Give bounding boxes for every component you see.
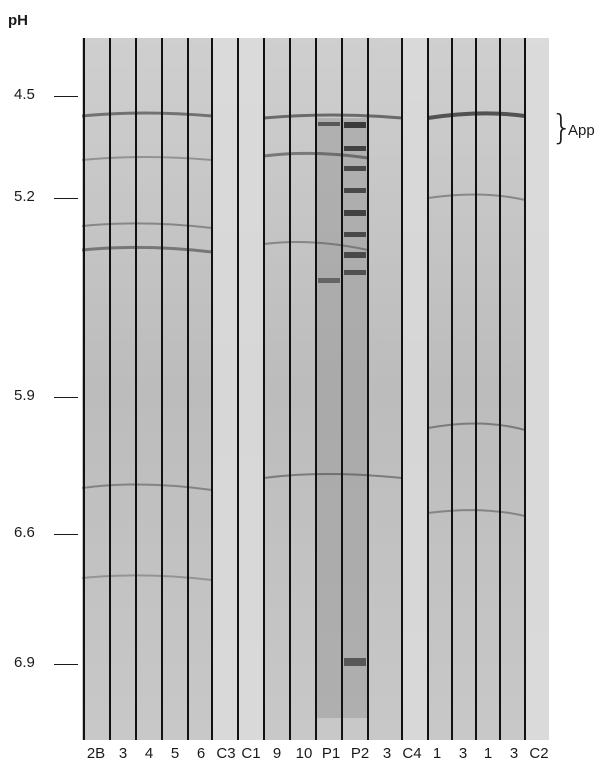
lane-label: 1 — [483, 745, 493, 762]
ph-tick-mark — [54, 397, 78, 398]
control-lane-c4 — [402, 38, 428, 740]
ph-tick-mark — [54, 198, 78, 199]
lane-label: C3 — [216, 745, 236, 762]
lane-label: 10 — [295, 745, 313, 762]
lane-label: C4 — [402, 745, 422, 762]
lane-label: 1 — [432, 745, 442, 762]
band — [263, 473, 403, 479]
lane-label: 2B — [86, 745, 106, 762]
band — [263, 113, 403, 120]
ph-axis-title: pH — [8, 12, 28, 29]
band-group — [82, 111, 526, 581]
lane-label: 6 — [196, 745, 206, 762]
band — [318, 122, 340, 126]
lane-label: 3 — [118, 745, 128, 762]
band — [82, 245, 213, 254]
band — [318, 278, 340, 283]
p2-band-ladder — [318, 122, 366, 666]
lane-label: 4 — [144, 745, 154, 762]
ph-tick-label: 6.6 — [14, 524, 35, 541]
band — [344, 658, 366, 666]
band — [263, 241, 369, 251]
ph-tick-label: 4.5 — [14, 86, 35, 103]
band — [344, 166, 366, 171]
lane-label: C1 — [241, 745, 261, 762]
ph-tick-mark — [54, 534, 78, 535]
app-brace: } — [551, 108, 573, 148]
lane-label: P1 — [321, 745, 341, 762]
band — [344, 188, 366, 193]
lane-label: 3 — [458, 745, 468, 762]
ph-tick-mark — [54, 664, 78, 665]
ph-tick-mark — [54, 96, 78, 97]
band — [344, 232, 366, 237]
band — [82, 111, 213, 118]
band — [344, 146, 366, 151]
band — [82, 574, 213, 581]
lane-separator-group — [83, 38, 526, 740]
gel-strip-image — [82, 38, 549, 740]
app-label: App — [568, 122, 595, 139]
band — [82, 156, 213, 161]
ph-tick-label: 6.9 — [14, 654, 35, 671]
ph-tick-label: 5.9 — [14, 387, 35, 404]
band — [263, 151, 369, 160]
control-lane-c2 — [525, 38, 549, 740]
lane-label: 3 — [509, 745, 519, 762]
band — [427, 509, 526, 517]
band — [82, 483, 213, 491]
band — [344, 210, 366, 216]
ph-tick-label: 5.2 — [14, 188, 35, 205]
band — [82, 222, 213, 229]
band — [427, 422, 526, 431]
band — [344, 270, 366, 275]
lane-label: C2 — [529, 745, 549, 762]
lane-label: P2 — [350, 745, 370, 762]
band — [427, 111, 526, 120]
band — [344, 252, 366, 258]
lane-label: 5 — [170, 745, 180, 762]
lane-label: 9 — [272, 745, 282, 762]
band — [344, 122, 366, 128]
lane-label: 3 — [382, 745, 392, 762]
band — [427, 193, 526, 201]
